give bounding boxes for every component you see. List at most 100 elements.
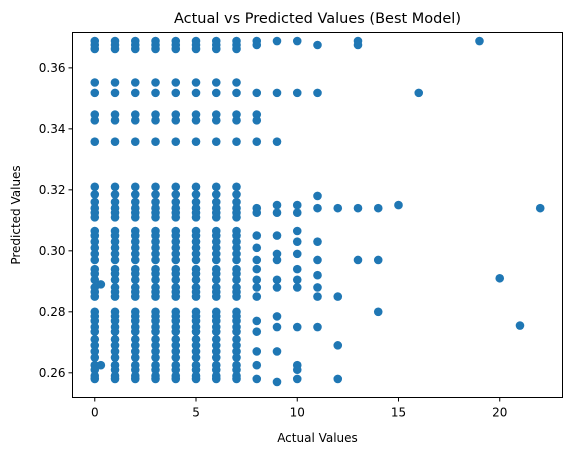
data-point [211, 275, 221, 285]
data-point [211, 255, 221, 265]
data-point [232, 190, 241, 199]
data-point [292, 200, 302, 210]
data-point [211, 249, 221, 259]
data-point [90, 374, 100, 384]
data-point [110, 197, 120, 207]
data-point [171, 243, 181, 253]
data-point [232, 137, 241, 146]
data-point [292, 322, 302, 332]
data-point [292, 88, 302, 98]
data-point [191, 347, 201, 356]
data-point [313, 270, 322, 280]
data-point [211, 365, 221, 375]
data-point [211, 292, 221, 301]
data-point [151, 190, 160, 199]
data-point [191, 190, 201, 199]
data-point [171, 88, 181, 98]
data-point [211, 88, 221, 98]
data-point [90, 255, 100, 265]
data-point [211, 316, 221, 326]
data-point [292, 237, 302, 246]
data-point [191, 292, 201, 301]
data-point [211, 212, 221, 222]
data-point [353, 255, 363, 265]
data-point [313, 191, 322, 201]
data-point [252, 264, 262, 274]
data-point [130, 334, 140, 344]
data-point [313, 283, 322, 292]
data-point [535, 203, 545, 213]
data-point [292, 249, 302, 259]
data-point [130, 292, 140, 301]
data-point [110, 255, 120, 265]
data-point [333, 292, 343, 301]
data-point [110, 137, 120, 146]
scatter-points [90, 36, 545, 387]
data-point [151, 249, 160, 259]
data-point [90, 78, 100, 87]
data-point [90, 365, 100, 375]
data-point [90, 190, 100, 199]
data-point [151, 44, 160, 54]
y-tick-label: 0.30 [39, 244, 66, 258]
x-axis-label: Actual Values [277, 431, 358, 445]
data-point [292, 365, 302, 375]
data-point [252, 231, 262, 240]
data-point [191, 365, 201, 375]
data-point [272, 322, 282, 332]
data-point [171, 353, 181, 362]
data-point [191, 249, 201, 259]
data-point [313, 255, 322, 265]
data-point [130, 327, 140, 336]
data-point [96, 280, 106, 289]
data-point [171, 44, 181, 54]
data-point [292, 275, 302, 285]
data-point [191, 137, 201, 146]
data-point [90, 243, 100, 253]
data-point [191, 231, 201, 240]
data-point [110, 353, 120, 362]
data-point [191, 341, 201, 350]
data-point [313, 237, 322, 246]
data-point [232, 269, 241, 279]
data-point [130, 341, 140, 350]
data-point [171, 341, 181, 350]
data-point [252, 374, 262, 384]
data-point [90, 197, 100, 207]
data-point [171, 334, 181, 344]
data-point [252, 208, 262, 218]
data-point [110, 292, 120, 301]
data-point [110, 182, 120, 192]
data-point [130, 88, 140, 98]
data-point [191, 316, 201, 326]
data-point [272, 249, 282, 259]
data-point [130, 212, 140, 222]
data-point [130, 374, 140, 384]
data-point [211, 78, 221, 87]
data-point [171, 197, 181, 207]
data-point [191, 116, 201, 125]
data-point [110, 212, 120, 222]
data-point [151, 374, 160, 384]
data-point [90, 212, 100, 222]
data-point [211, 190, 221, 199]
data-point [272, 88, 282, 98]
data-point [130, 116, 140, 125]
x-tick-label: 0 [91, 406, 99, 420]
x-tick-label: 5 [192, 406, 200, 420]
data-point [110, 347, 120, 356]
data-point [191, 327, 201, 336]
data-point [110, 269, 120, 279]
data-point [110, 78, 120, 87]
data-point [151, 255, 160, 265]
y-axis-ticks: 0.26 0.28 0.30 0.32 0.34 0.36 [39, 61, 73, 380]
data-point [232, 374, 241, 384]
data-point [232, 44, 241, 54]
data-point [151, 269, 160, 279]
data-point [272, 275, 282, 285]
data-point [151, 231, 160, 240]
data-point [211, 197, 221, 207]
data-point [211, 334, 221, 344]
data-point [151, 341, 160, 350]
